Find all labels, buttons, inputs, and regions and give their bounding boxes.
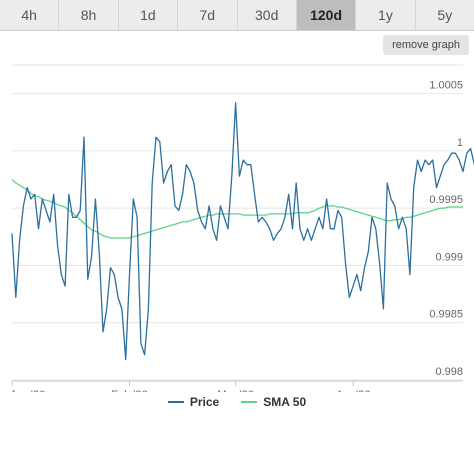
legend: Price SMA 50 bbox=[0, 392, 474, 412]
y-tick-label: 0.998 bbox=[435, 366, 463, 378]
y-tick-label: 0.9995 bbox=[429, 194, 463, 206]
tab-5y[interactable]: 5y bbox=[415, 0, 474, 30]
grid-lines bbox=[12, 64, 463, 381]
remove-graph-button[interactable]: remove graph bbox=[383, 35, 469, 55]
y-tick-label: 0.999 bbox=[435, 251, 463, 263]
legend-swatch bbox=[241, 401, 258, 403]
series-line-price bbox=[11, 102, 474, 361]
tab-30d[interactable]: 30d bbox=[237, 0, 297, 30]
x-tick-label: Apr '26 bbox=[336, 389, 371, 392]
range-tabs: 4h 8h 1d 7d 30d 120d 1y 5y bbox=[0, 0, 474, 31]
tab-120d[interactable]: 120d bbox=[296, 0, 357, 30]
series-lines bbox=[11, 102, 474, 361]
y-tick-label: 1 bbox=[457, 137, 463, 149]
tab-1d[interactable]: 1d bbox=[118, 0, 179, 30]
x-axis: Jan '26 Feb '26 Mar '26 Apr '26 bbox=[10, 380, 463, 392]
tab-7d[interactable]: 7d bbox=[178, 0, 238, 30]
tab-4h[interactable]: 4h bbox=[0, 0, 60, 30]
legend-item-price[interactable]: Price bbox=[167, 395, 220, 409]
x-tick-label: Jan '26 bbox=[10, 389, 45, 392]
legend-label: SMA 50 bbox=[263, 395, 307, 409]
legend-swatch bbox=[167, 401, 184, 403]
x-tick-label: Mar '26 bbox=[217, 389, 253, 392]
series-line-sma-50 bbox=[11, 179, 463, 239]
price-chart: 0.998 0.9985 0.999 0.9995 1 1.0005 Jan '26 Feb… bbox=[10, 64, 474, 392]
legend-label: Price bbox=[189, 395, 220, 409]
tab-1y[interactable]: 1y bbox=[356, 0, 416, 30]
y-axis-tick-labels: 0.998 0.9985 0.999 0.9995 1 1.0005 bbox=[429, 80, 463, 378]
tab-8h[interactable]: 8h bbox=[59, 0, 119, 30]
y-tick-label: 0.9985 bbox=[429, 309, 463, 321]
y-tick-label: 1.0005 bbox=[429, 80, 463, 92]
x-tick-label: Feb '26 bbox=[111, 389, 147, 392]
legend-item-sma-50[interactable]: SMA 50 bbox=[241, 395, 306, 409]
